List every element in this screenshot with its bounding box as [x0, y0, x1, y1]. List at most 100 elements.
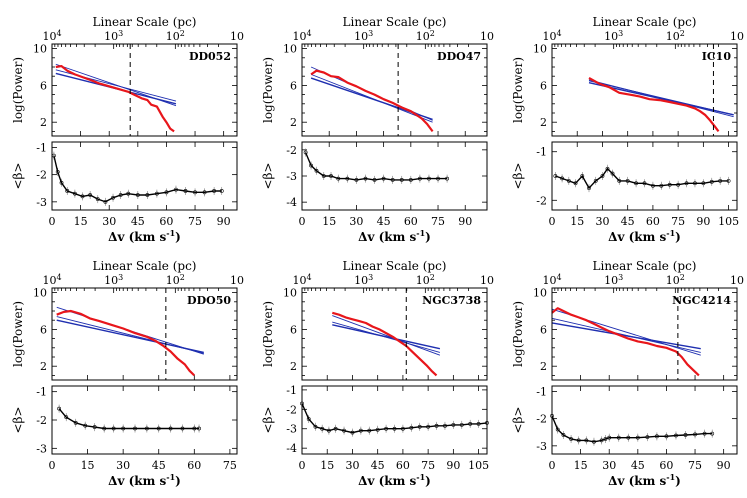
upper-panel-frame [551, 43, 738, 137]
beta-point [645, 435, 650, 440]
beta-point [434, 423, 439, 428]
beta-point [59, 180, 64, 185]
beta-point [197, 426, 201, 431]
lower-panel-frame [551, 385, 738, 455]
beta-point [183, 189, 188, 193]
panel-ngc4214: Linear Scale (pc)104 103 102 102610NGC4214l… [511, 259, 744, 488]
y-tick-label: 10 [33, 43, 47, 56]
y-tick-label: -4 [286, 196, 297, 209]
panel-dd052: Linear Scale (pc)104 103 102 102610DD052log… [11, 15, 244, 244]
beta-point [329, 174, 333, 178]
beta-point [102, 426, 107, 431]
beta-point [607, 435, 612, 440]
beta-point [569, 437, 573, 441]
x-tick-label: 45 [131, 215, 145, 228]
beta-point [664, 434, 669, 439]
galaxy-label: NGC3738 [422, 294, 481, 307]
top-tick-label: 103 [604, 29, 623, 43]
x-tick-label: 60 [396, 459, 410, 472]
power-spectrum-line [331, 311, 438, 377]
y-tick-label: -1 [286, 384, 297, 397]
lower-y-axis-label: <β> [511, 162, 525, 189]
y-tick-label: -1 [536, 385, 547, 398]
top-axis-label: Linear Scale (pc) [343, 15, 447, 29]
x-axis-label: Δv (km s-1) [608, 228, 681, 244]
beta-point [701, 181, 706, 186]
galaxy-label: NGC4214 [672, 294, 731, 307]
beta-point [154, 191, 159, 196]
lower-panel-frame [51, 141, 238, 211]
x-tick-label: 45 [152, 459, 166, 472]
beta-point [121, 426, 126, 431]
top-tick-label: 103 [104, 29, 123, 43]
beta-point [573, 181, 578, 186]
x-tick-label: 90 [446, 459, 460, 472]
fit-line [332, 321, 441, 353]
beta-point [417, 176, 422, 181]
galaxy-label: IC10 [702, 50, 732, 63]
beta-point [718, 178, 723, 183]
beta-point [399, 178, 404, 182]
beta-point [95, 197, 100, 202]
galaxy-label: DDO47 [437, 50, 481, 63]
beta-point [354, 178, 359, 182]
power-spectrum-line [56, 309, 196, 377]
upper-panel-frame [51, 287, 238, 381]
beta-point [427, 176, 431, 181]
lower-panel-frame [551, 141, 738, 211]
beta-line [53, 155, 222, 203]
x-tick-label: 15 [570, 215, 584, 228]
panel-ddo47: Linear Scale (pc)104 103 102 102610DDO47log… [261, 15, 494, 244]
top-tick-label: 104 [42, 29, 61, 43]
top-tick-label: 10 [230, 274, 244, 287]
panel-ddo50: Linear Scale (pc)104 103 102 102610DDO50log… [11, 259, 244, 488]
top-axis-label: Linear Scale (pc) [593, 259, 697, 273]
x-axis-label: Δv (km s-1) [358, 472, 431, 488]
y-tick-label: 10 [283, 287, 297, 300]
beta-point [436, 176, 440, 181]
y-tick-label: 2 [540, 116, 547, 129]
beta-point [476, 421, 481, 426]
y-tick-label: -4 [286, 442, 297, 455]
beta-point [342, 428, 346, 433]
top-tick-label: 104 [292, 273, 311, 287]
fit-line [588, 79, 734, 118]
x-axis-label: Δv (km s-1) [358, 228, 431, 244]
beta-point [88, 193, 93, 197]
beta-point [363, 176, 368, 181]
x-tick-label: 15 [574, 459, 588, 472]
y-tick-label: 6 [290, 323, 297, 336]
x-tick-label: 60 [646, 215, 660, 228]
beta-point [693, 181, 697, 186]
beta-point [118, 193, 123, 197]
upper-panel-frame [301, 287, 488, 381]
beta-point [333, 426, 338, 431]
top-tick-label: 102 [416, 273, 435, 287]
x-tick-label: 90 [458, 215, 472, 228]
beta-point [616, 435, 621, 440]
beta-line [551, 415, 713, 443]
beta-point [144, 426, 149, 431]
beta-point [702, 431, 707, 436]
top-tick-label: 104 [292, 29, 311, 43]
x-tick-label: 30 [349, 215, 363, 228]
x-tick-label: 75 [688, 459, 702, 472]
top-tick-label: 102 [666, 273, 685, 287]
power-spectrum-line [588, 77, 720, 133]
top-tick-label: 10 [480, 30, 494, 43]
beta-point [367, 428, 372, 433]
beta-point [726, 178, 731, 183]
y-tick-label: -2 [286, 144, 297, 157]
beta-point [381, 176, 386, 181]
beta-point [57, 406, 62, 411]
x-tick-label: 105 [468, 459, 489, 472]
x-tick-label: 30 [345, 459, 359, 472]
top-tick-label: 10 [730, 274, 744, 287]
beta-point [634, 181, 638, 186]
beta-point [111, 426, 116, 431]
top-axis-label: Linear Scale (pc) [93, 259, 197, 273]
beta-point [642, 181, 647, 186]
upper-y-axis-label: log(Power) [261, 57, 275, 123]
y-tick-label: -2 [536, 194, 547, 207]
y-tick-label: -2 [36, 169, 47, 182]
